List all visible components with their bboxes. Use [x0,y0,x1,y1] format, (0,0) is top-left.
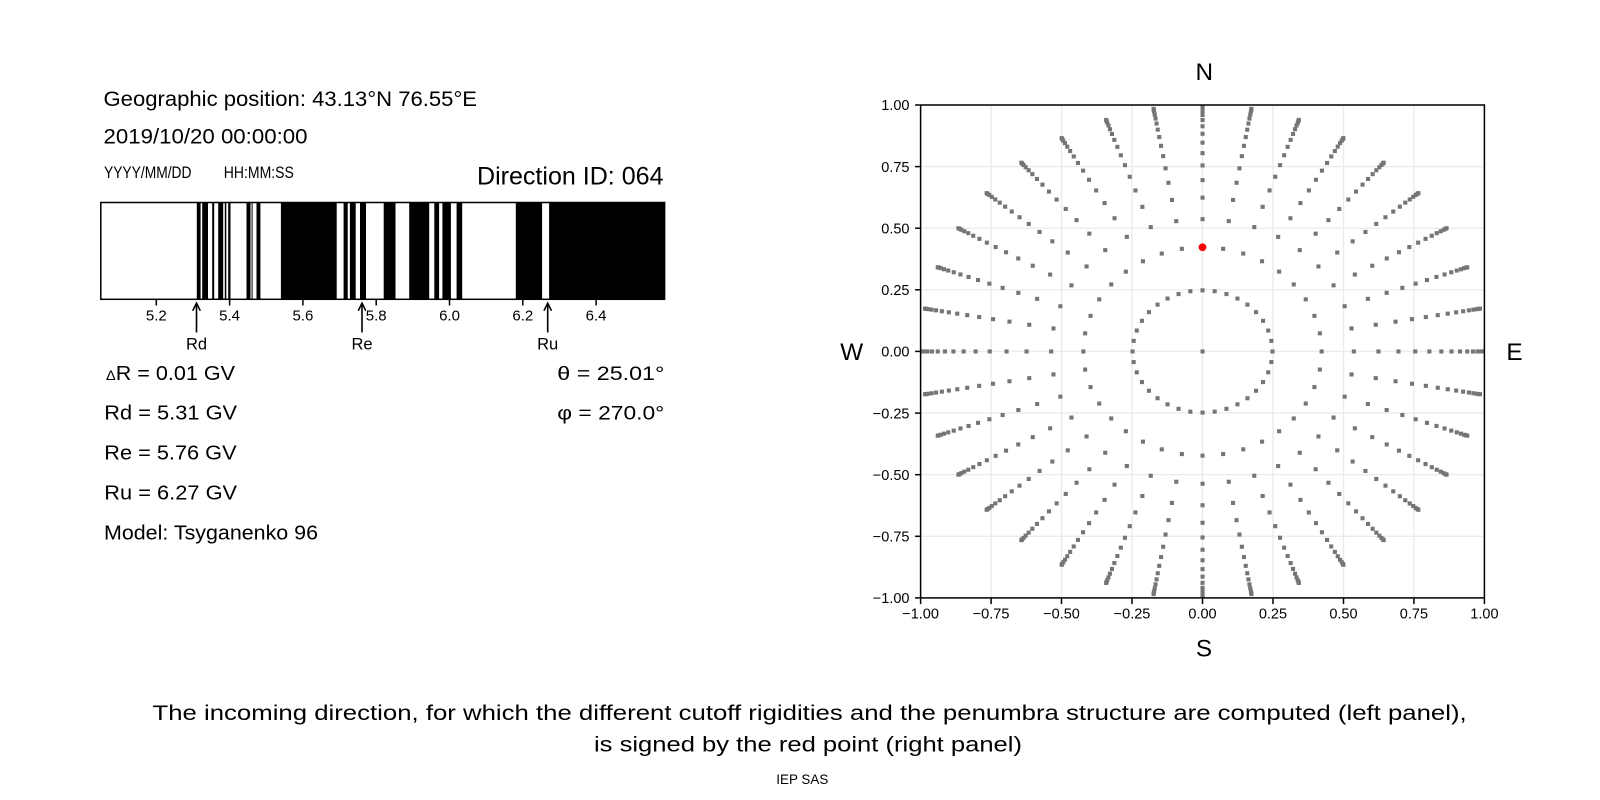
svg-text:Ru: Ru [537,335,558,353]
svg-text:−0.50: −0.50 [1043,607,1080,623]
svg-text:is signed by the red point (ri: is signed by the red point (right panel) [594,733,1022,757]
svg-text:0.25: 0.25 [881,283,909,299]
svg-text:−0.75: −0.75 [873,529,910,545]
svg-text:0.50: 0.50 [1329,607,1357,623]
svg-text:6.4: 6.4 [586,308,607,325]
svg-text:0.50: 0.50 [881,221,909,237]
svg-text:0.25: 0.25 [1259,607,1287,623]
svg-text:E: E [1506,339,1522,366]
svg-text:S: S [1196,636,1212,663]
svg-text:Rd = 5.31 GV: Rd = 5.31 GV [104,402,238,424]
svg-text:Rd: Rd [186,335,207,353]
svg-text:Ru = 6.27 GV: Ru = 6.27 GV [104,482,238,504]
svg-text:0.75: 0.75 [881,160,909,176]
svg-text:5.2: 5.2 [146,308,167,325]
svg-text:5.8: 5.8 [366,308,387,325]
svg-text:1.00: 1.00 [881,98,909,114]
svg-text:−1.00: −1.00 [873,591,910,607]
svg-text:YYYY/MM/DD: YYYY/MM/DD [104,164,192,182]
svg-text:0.00: 0.00 [881,345,909,361]
svg-text:φ = 270.0°: φ = 270.0° [557,402,664,424]
svg-text:−0.75: −0.75 [973,607,1010,623]
svg-text:6.2: 6.2 [512,308,533,325]
svg-text:θ = 25.01°: θ = 25.01° [557,363,664,385]
svg-text:2019/10/20 00:00:00: 2019/10/20 00:00:00 [104,125,308,149]
svg-text:5.6: 5.6 [292,308,313,325]
svg-text:1.00: 1.00 [1470,607,1498,623]
svg-text:−1.00: −1.00 [902,607,939,623]
svg-text:−0.25: −0.25 [1114,607,1151,623]
svg-text:6.0: 6.0 [439,308,460,325]
svg-text:IEP SAS: IEP SAS [776,771,828,787]
svg-text:5.4: 5.4 [219,308,240,325]
svg-text:N: N [1196,59,1214,86]
svg-text:0.00: 0.00 [1188,607,1216,623]
svg-text:Direction ID: 064: Direction ID: 064 [477,163,664,190]
svg-text:Model: Tsyganenko 96: Model: Tsyganenko 96 [104,523,318,545]
svg-text:0.75: 0.75 [1400,607,1428,623]
svg-text:W: W [840,339,863,366]
svg-text:−0.25: −0.25 [873,406,910,422]
svg-text:−0.50: −0.50 [873,468,910,484]
svg-text:ΔR = 0.01 GV: ΔR = 0.01 GV [106,363,236,385]
svg-text:Re = 5.76 GV: Re = 5.76 GV [104,442,237,464]
svg-text:Re: Re [351,335,372,353]
svg-text:HH:MM:SS: HH:MM:SS [224,164,294,182]
svg-text:Geographic position: 43.13°N 7: Geographic position: 43.13°N 76.55°E [104,87,478,111]
svg-text:The incoming direction, for wh: The incoming direction, for which the di… [153,701,1467,725]
